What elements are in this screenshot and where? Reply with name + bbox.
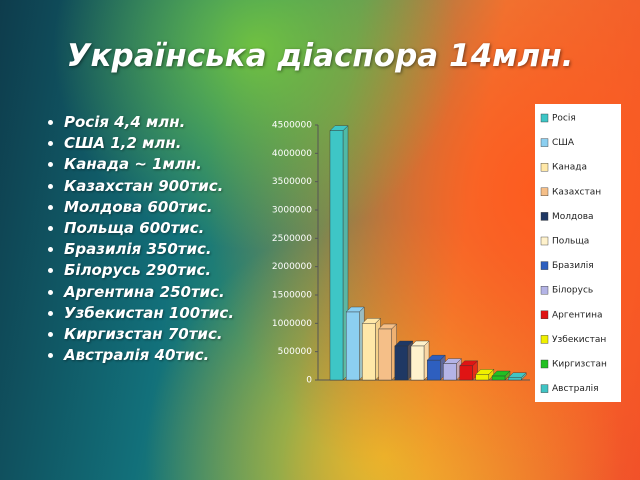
legend-label: Узбекистан: [552, 335, 606, 345]
y-tick-label: 3500000: [272, 177, 312, 187]
legend-label: Польща: [552, 237, 589, 247]
legend-swatch: [540, 310, 549, 319]
legend-label: Аргентина: [552, 310, 603, 320]
legend-label: США: [552, 138, 575, 148]
bullet-item: Канада ~ 1млн.: [64, 154, 234, 175]
bar: [394, 345, 408, 381]
y-tick-label: 2500000: [272, 234, 312, 244]
legend-label: Росія: [552, 114, 576, 124]
y-tick-label: 1500000: [272, 291, 312, 301]
bullet-item: Киргизстан 70тис.: [64, 324, 234, 345]
bullet-item: Бразилія 350тис.: [64, 239, 234, 260]
bullet-item: США 1,2 млн.: [64, 133, 234, 154]
y-tick-label: 1000000: [272, 319, 312, 329]
legend-label: Австралія: [552, 384, 599, 394]
legend-swatch: [540, 335, 549, 344]
legend-swatch: [540, 286, 549, 295]
legend-swatch: [540, 261, 549, 270]
y-tick-label: 4500000: [272, 121, 312, 131]
bullet-item: Австралія 40тис.: [64, 345, 234, 366]
y-tick-label: 0: [306, 376, 312, 386]
legend-swatch: [540, 236, 549, 246]
legend-swatch: [540, 187, 549, 197]
legend-swatch: [540, 113, 549, 123]
legend-label: Канада: [552, 163, 587, 173]
legend-swatch: [540, 138, 549, 147]
legend-label: Казахстан: [552, 187, 601, 197]
bullet-item: Аргентина 250тис.: [64, 282, 234, 303]
bar: [508, 377, 522, 381]
y-tick-label: 3000000: [272, 206, 312, 216]
legend-label: Киргизстан: [552, 360, 607, 370]
bullet-list: Росія 4,4 млн.США 1,2 млн.Канада ~ 1млн.…: [44, 112, 234, 366]
bar: [491, 375, 506, 381]
bar: [459, 365, 473, 381]
bar: [475, 374, 489, 381]
bar: [410, 345, 425, 381]
bullet-item: Росія 4,4 млн.: [64, 112, 234, 133]
bullet-item: Казахстан 900тис.: [64, 176, 234, 197]
bullet-item: Молдова 600тис.: [64, 197, 234, 218]
bar: [443, 363, 457, 381]
legend-swatch: [540, 162, 549, 172]
bar: [346, 311, 360, 381]
bullet-item: Польща 600тис.: [64, 218, 234, 239]
bullet-item: Узбекистан 100тис.: [64, 303, 234, 324]
legend-box: [535, 104, 621, 402]
bar: [427, 359, 441, 381]
y-tick-label: 500000: [278, 347, 313, 357]
slide-title: Українська діаспора 14млн.: [66, 38, 574, 74]
legend-label: Молдова: [552, 212, 594, 222]
legend-swatch: [540, 384, 549, 393]
bar: [362, 323, 376, 381]
legend-swatch: [540, 212, 549, 221]
legend-swatch: [540, 359, 549, 369]
y-tick-label: 2000000: [272, 262, 312, 272]
legend-label: Білорусь: [552, 286, 593, 296]
bullet-item: Білорусь 290тис.: [64, 260, 234, 281]
bar: [329, 130, 344, 381]
bar: [378, 328, 392, 381]
legend-label: Бразилія: [552, 261, 594, 271]
y-tick-label: 4000000: [272, 149, 312, 159]
